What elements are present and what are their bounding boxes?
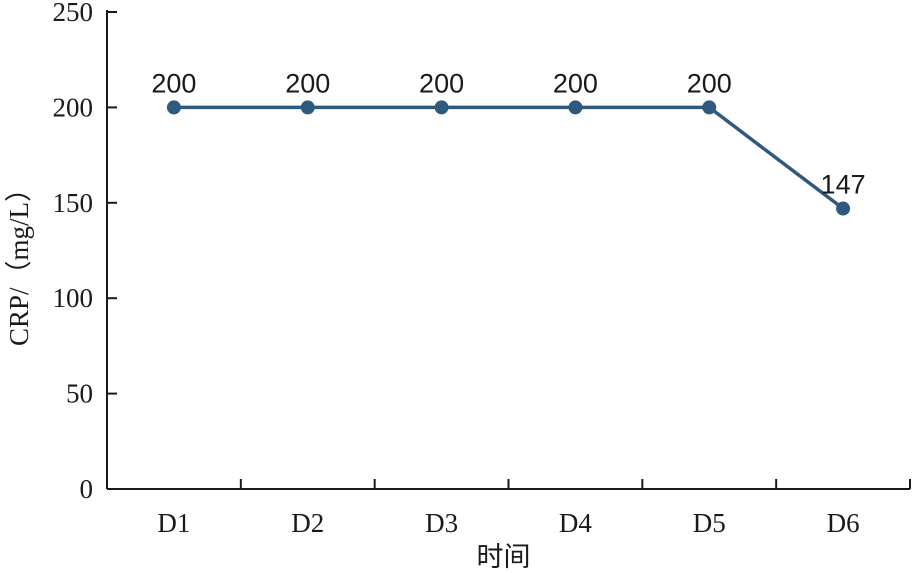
y-axis-ticks: 0 50 100 150 200 250 xyxy=(53,0,117,504)
data-point xyxy=(568,100,583,115)
series-layer: 200 200 200 200 200 147 xyxy=(151,68,866,216)
data-label: 200 xyxy=(285,68,330,98)
series-line xyxy=(173,105,845,210)
y-tick-label: 50 xyxy=(66,379,93,409)
data-point xyxy=(434,100,449,115)
x-tick-label: D5 xyxy=(693,508,726,538)
data-label: 200 xyxy=(687,68,732,98)
x-tick-label: D3 xyxy=(425,508,458,538)
x-axis-ticks: D1 D2 D3 D4 D5 D6 xyxy=(157,479,911,538)
y-tick-label: 200 xyxy=(53,92,94,122)
y-tick-label: 0 xyxy=(80,474,94,504)
data-label: 147 xyxy=(821,170,866,200)
data-point xyxy=(836,201,851,216)
data-point xyxy=(300,100,315,115)
y-tick-label: 150 xyxy=(53,188,94,218)
data-label: 200 xyxy=(419,68,464,98)
data-label: 200 xyxy=(553,68,598,98)
y-tick-label: 250 xyxy=(53,0,94,27)
x-tick-label: D6 xyxy=(827,508,860,538)
y-tick-label: 100 xyxy=(53,283,94,313)
x-axis-title: 时间 xyxy=(477,542,531,572)
x-tick-label: D4 xyxy=(559,508,592,538)
data-point xyxy=(166,100,181,115)
data-label: 200 xyxy=(151,68,196,98)
data-point xyxy=(702,100,717,115)
y-axis-title: CRP/（mg/L） xyxy=(4,175,34,346)
x-tick-label: D1 xyxy=(157,508,190,538)
x-tick-label: D2 xyxy=(291,508,324,538)
